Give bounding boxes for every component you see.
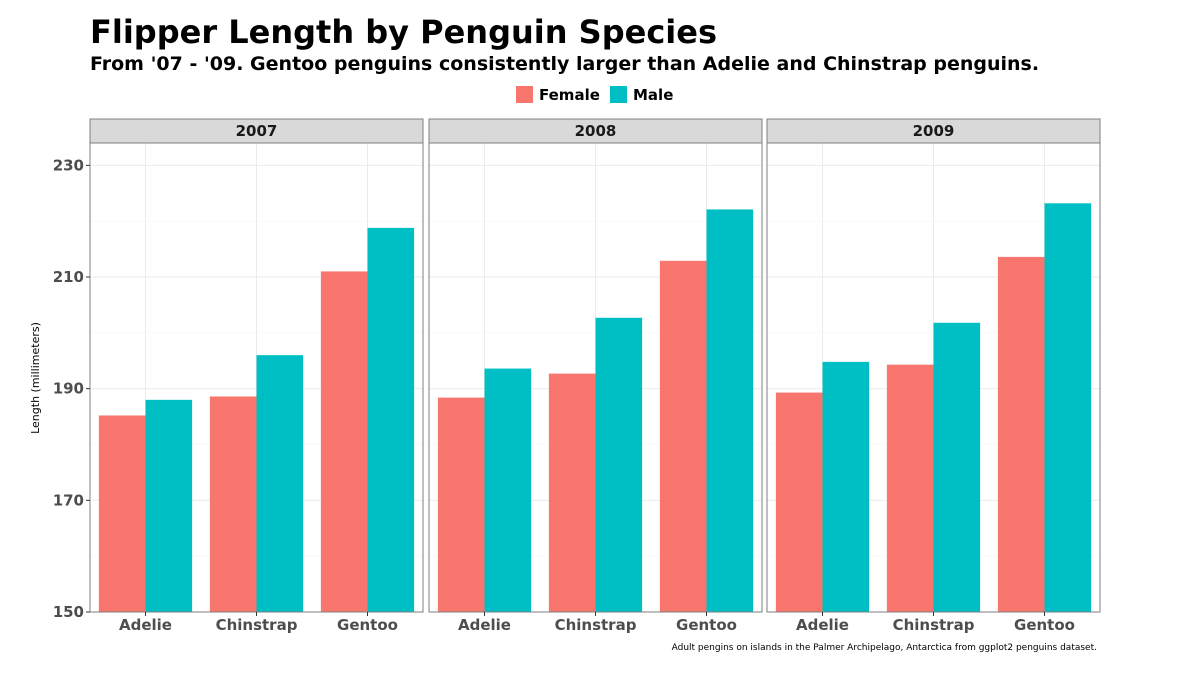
bar-2007-adelie-female — [98, 415, 146, 612]
bar-2009-gentoo-female — [997, 256, 1045, 612]
x-tick-label: Adelie — [458, 616, 511, 634]
bar-2009-gentoo-male — [1044, 203, 1092, 613]
legend-item-female: Female — [516, 86, 600, 104]
bar-2008-gentoo-female — [659, 260, 707, 612]
legend-swatch — [610, 86, 627, 103]
legend-swatch — [516, 86, 533, 103]
bar-2009-chinstrap-male — [933, 322, 981, 612]
x-tick-label: Chinstrap — [555, 616, 637, 634]
facet-strip-label: 2008 — [575, 122, 617, 140]
bar-2009-adelie-male — [822, 361, 870, 612]
x-tick-label: Adelie — [119, 616, 172, 634]
facet-strip-label: 2009 — [913, 122, 955, 140]
chart-title: Flipper Length by Penguin Species — [90, 13, 717, 51]
facet-panel-2009: 2009 Adelie Chinstrap Gentoo — [766, 118, 1101, 634]
y-tick-label: 230 — [53, 156, 84, 174]
x-tick-label: Gentoo — [676, 616, 737, 634]
bar-2008-chinstrap-male — [595, 317, 643, 612]
chart-subtitle: From '07 - '09. Gentoo penguins consiste… — [90, 53, 1040, 75]
y-tick-label: 210 — [53, 268, 84, 286]
facet-strip — [428, 118, 763, 144]
y-axis: 150 170 190 210 230 — [53, 156, 90, 621]
x-tick-label: Chinstrap — [216, 616, 298, 634]
x-tick-label: Gentoo — [337, 616, 398, 634]
bar-2008-chinstrap-female — [548, 373, 596, 612]
bar-2008-adelie-female — [437, 397, 485, 612]
legend-label: Male — [633, 86, 673, 104]
y-tick-label: 170 — [53, 491, 84, 509]
bar-2009-chinstrap-female — [886, 364, 934, 612]
bar-2008-gentoo-male — [706, 209, 754, 613]
bar-2007-chinstrap-male — [256, 355, 304, 612]
facet-strip — [766, 118, 1101, 144]
facet-panels: 2007 Adelie Chinstrap Gentoo 2008 Adelie Chins… — [89, 118, 1101, 634]
facet-strip-label: 2007 — [236, 122, 278, 140]
x-tick-label: Adelie — [796, 616, 849, 634]
legend: Female Male — [516, 86, 673, 104]
y-axis-title: Length (millimeters) — [29, 322, 42, 434]
bar-2007-gentoo-male — [367, 227, 415, 612]
bar-2007-adelie-male — [145, 399, 193, 612]
y-tick-label: 190 — [53, 380, 84, 398]
facet-panel-2007: 2007 Adelie Chinstrap Gentoo — [89, 118, 424, 634]
bar-2009-adelie-female — [775, 392, 823, 612]
facet-panel-2008: 2008 Adelie Chinstrap Gentoo — [428, 118, 763, 634]
x-tick-label: Chinstrap — [893, 616, 975, 634]
x-tick-label: Gentoo — [1014, 616, 1075, 634]
caption: Adult pengins on islands in the Palmer A… — [672, 643, 1097, 653]
facet-strip — [89, 118, 424, 144]
y-tick-label: 150 — [53, 603, 84, 621]
bar-2008-adelie-male — [484, 368, 532, 612]
bar-2007-chinstrap-female — [209, 396, 257, 612]
legend-item-male: Male — [610, 86, 673, 104]
bar-2007-gentoo-female — [320, 271, 368, 612]
legend-label: Female — [539, 86, 600, 104]
